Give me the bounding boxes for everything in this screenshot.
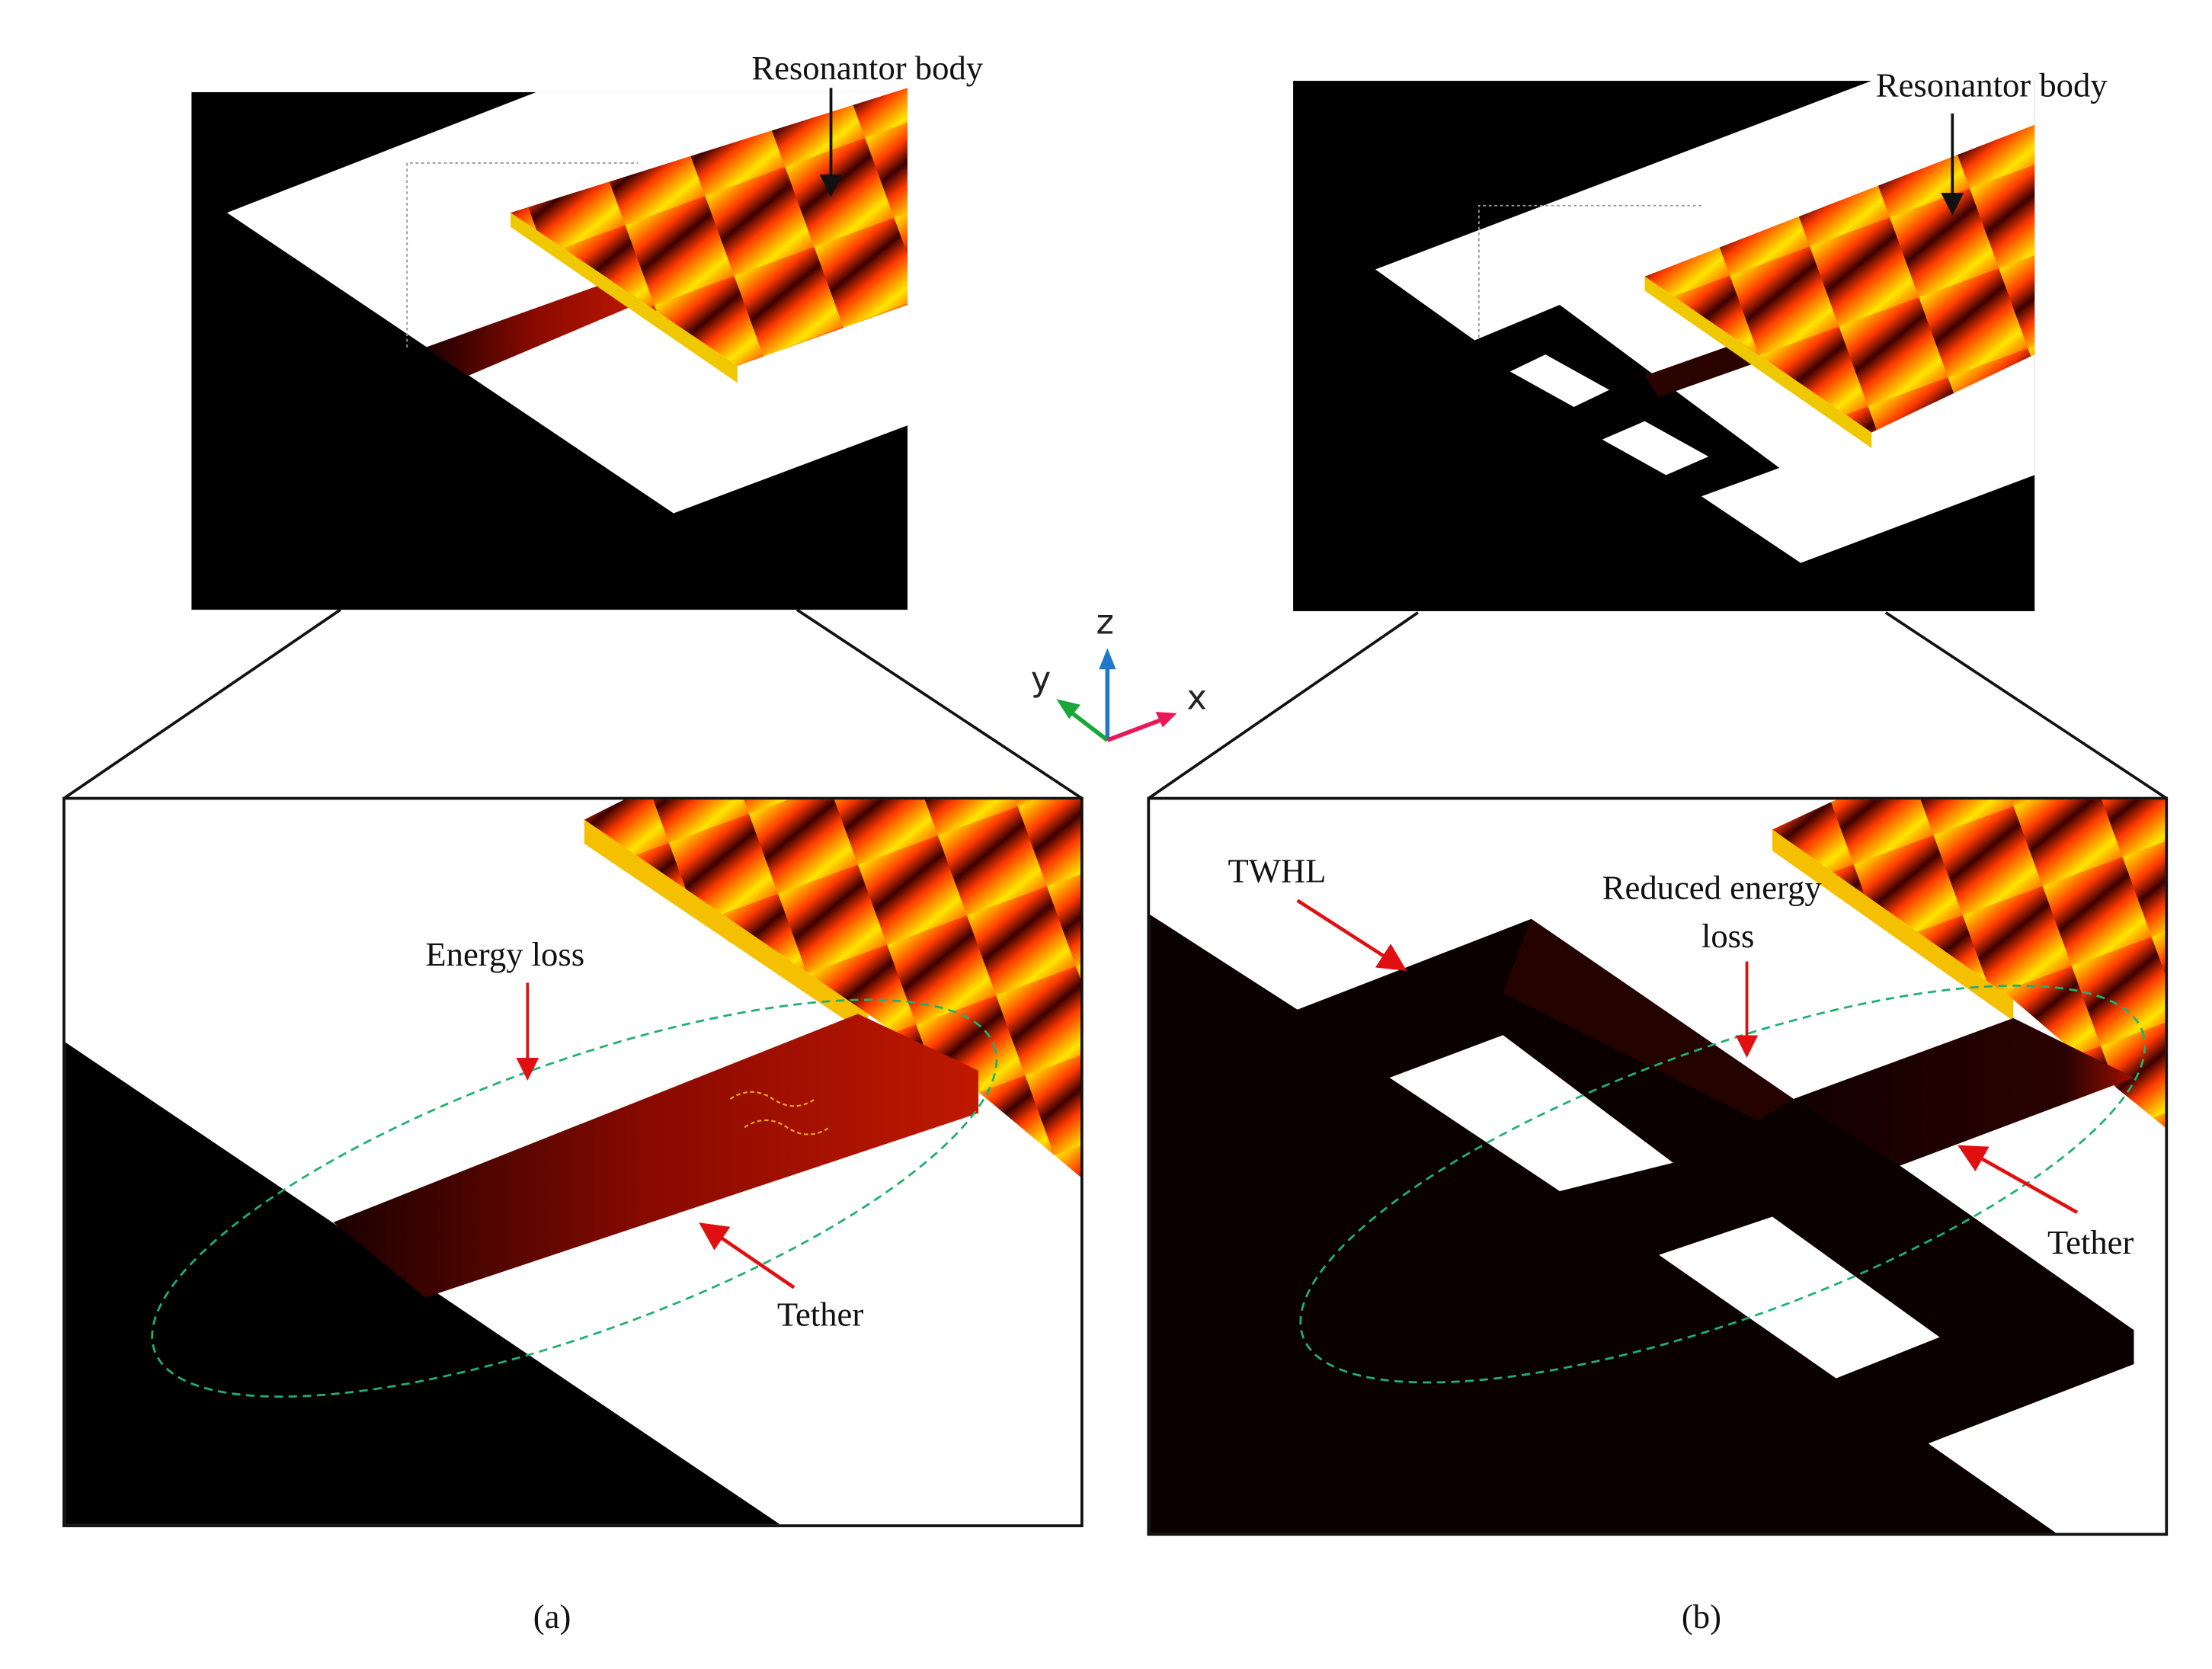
y-axis-label: y (1031, 659, 1051, 699)
tether-a (333, 1014, 979, 1298)
caption-b: (b) (1682, 1597, 1721, 1635)
resonator-body-label-a: Resonantor body (751, 49, 983, 87)
wave-icon (729, 1091, 831, 1136)
resonator-body-b-small (1644, 124, 2035, 433)
panel-b-overview: Resonantor body (1293, 66, 2108, 611)
resonator-body-a-small (511, 88, 908, 367)
z-axis-label: z (1096, 603, 1113, 642)
panel-a-overview: Resonantor body (191, 49, 984, 610)
axes-triad: z y x (1031, 603, 1207, 742)
tether-label-b: Tether (2047, 1223, 2134, 1261)
caption-a: (a) (533, 1597, 571, 1635)
resonator-body-label-b: Resonantor body (1876, 66, 2108, 104)
reduced-energy-label-line1: Reduced energy (1602, 869, 1823, 907)
tether-label-a: Tether (777, 1296, 864, 1334)
x-axis-label: x (1187, 678, 1207, 717)
twhl-label: TWHL (1228, 851, 1327, 889)
zoom-connectors (62, 608, 2168, 800)
panel-b-detail: TWHL Reduced energy loss Tether (1147, 796, 2169, 1536)
tether-a-small (425, 276, 645, 376)
energy-loss-label: Energy loss (425, 935, 584, 973)
panel-a-detail: Energy loss Tether (62, 796, 1084, 1527)
resonator-body-a (584, 799, 1081, 1177)
reduced-energy-label-line2: loss (1701, 917, 1754, 955)
